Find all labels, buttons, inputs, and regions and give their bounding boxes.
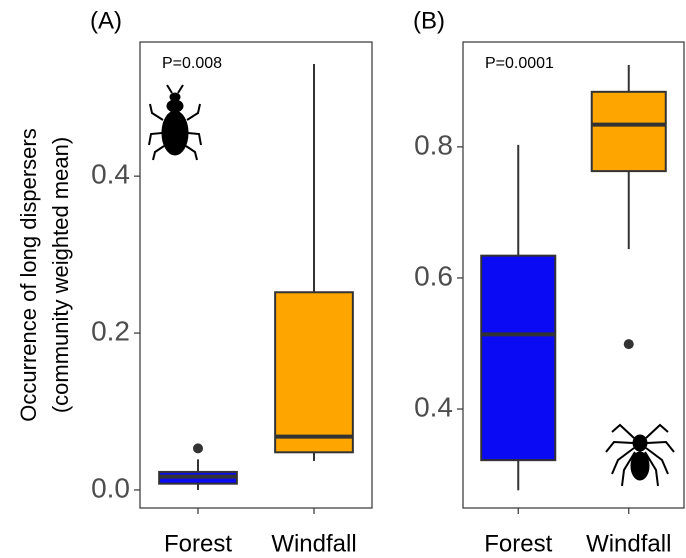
- p-value: P=0.0001: [485, 55, 554, 72]
- y-tick-label: 0.8: [414, 129, 453, 160]
- y-tick-label: 0.6: [414, 260, 453, 291]
- panel-frame: [139, 41, 373, 509]
- y-tick-label: 0.2: [91, 315, 130, 346]
- y-tick-label: 0.4: [414, 391, 453, 422]
- y-tick-label: 0.4: [91, 159, 130, 190]
- box: [590, 90, 667, 173]
- outlier: [623, 339, 634, 350]
- y-axis-label: (community weighted mean): [48, 137, 73, 413]
- panel-label: (A): [90, 7, 122, 34]
- p-value: P=0.008: [162, 55, 222, 72]
- outlier: [193, 443, 203, 454]
- x-tick-label: Windfall: [271, 530, 356, 557]
- panel-label: (B): [413, 7, 445, 34]
- y-axis-label: Occurrence of long dispersers: [16, 128, 41, 421]
- x-tick-label: Windfall: [586, 530, 671, 557]
- panel-frame: [462, 41, 685, 509]
- y-tick-label: 0.0: [91, 472, 130, 503]
- x-tick-label: Forest: [164, 530, 232, 557]
- beetle-icon: [148, 84, 202, 161]
- x-tick-label: Forest: [484, 530, 552, 557]
- spider-icon: [605, 423, 675, 487]
- box: [274, 291, 354, 454]
- box: [480, 254, 557, 462]
